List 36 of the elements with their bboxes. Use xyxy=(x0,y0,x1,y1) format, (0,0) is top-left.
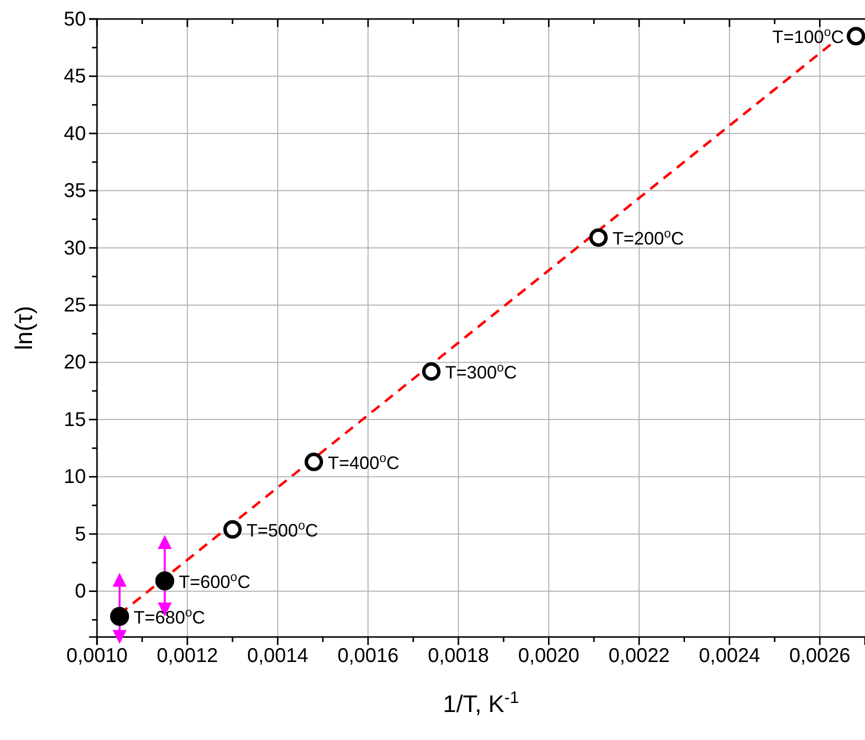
point xyxy=(304,452,324,472)
x-tick-label: 0,0016 xyxy=(337,645,399,668)
annotation: T=100$^{o}$C xyxy=(772,25,844,48)
y-tick-label: 50 xyxy=(64,8,86,30)
annotation: T=680$^{o}$C xyxy=(134,605,206,628)
y-tick-label: 25 xyxy=(64,294,86,317)
x-tick-label: 0,0020 xyxy=(518,645,580,668)
point xyxy=(422,362,441,381)
annotation: T=400$^{o}$C xyxy=(328,450,400,473)
y-tick-label: 45 xyxy=(64,66,86,88)
y-tick-label: 20 xyxy=(64,352,86,374)
x-tick-label: 0,0022 xyxy=(608,645,670,668)
x-tick-label: 0,0024 xyxy=(698,645,760,668)
x-axis-title: 1/T, K$^{-1}$ xyxy=(442,688,520,718)
annotation: T=500$^{o}$C xyxy=(246,518,318,540)
x-tick-label: 0,0014 xyxy=(247,645,308,668)
point xyxy=(846,26,865,46)
y-axis-title: ln(τ) xyxy=(11,306,38,350)
x-tick-label: 0,0026 xyxy=(789,645,850,668)
y-tick-label: 15 xyxy=(64,408,86,431)
y-tick-label: 10 xyxy=(64,466,86,488)
annotation: T=200$^{o}$C xyxy=(612,226,684,249)
point xyxy=(110,606,130,626)
y-tick-label: 30 xyxy=(64,237,86,260)
x-tick-label: 0,0018 xyxy=(428,645,489,668)
annotation: T=600$^{o}$C xyxy=(178,570,250,592)
point xyxy=(589,228,608,247)
x-tick-label: 0,0012 xyxy=(156,645,218,668)
y-tick-label: 0 xyxy=(74,580,86,603)
x-tick-label: 0,0010 xyxy=(66,645,128,668)
y-tick-label: 40 xyxy=(64,122,86,145)
point xyxy=(223,520,242,539)
point xyxy=(155,571,174,590)
y-tick-label: 35 xyxy=(64,180,86,202)
y-tick-label: 5 xyxy=(74,523,86,546)
annotation: T=300$^{o}$C xyxy=(445,360,517,382)
